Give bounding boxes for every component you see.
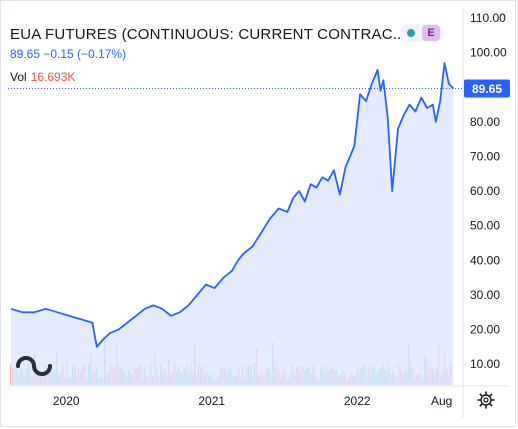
settings-gear-icon[interactable] (476, 390, 496, 410)
y-tick-label: 30.00 (470, 288, 500, 302)
quote-readout: 89.65 −0.15 (−0.17%) (10, 47, 127, 61)
y-tick-label: 50.00 (470, 219, 500, 233)
x-tick-label: Aug (431, 394, 452, 408)
x-tick-label: 2021 (198, 394, 225, 408)
last-price-label: 89.65 (472, 82, 502, 96)
y-tick-label: 40.00 (470, 253, 500, 267)
exchange-badge: E (422, 25, 440, 41)
y-tick-label: 60.00 (470, 184, 500, 198)
y-tick-label: 70.00 (470, 149, 500, 163)
volume-label: Vol (10, 70, 27, 84)
x-tick-label: 2020 (53, 394, 80, 408)
y-tick-label: 110.00 (470, 11, 506, 25)
volume-value: 16.693K (30, 70, 76, 84)
y-tick-label: 20.00 (470, 323, 500, 337)
tradingview-logo-icon (16, 356, 52, 376)
volume-bar (10, 364, 12, 385)
volume-readout: Vol 16.693K (10, 70, 75, 84)
y-tick-label: 10.00 (470, 357, 500, 371)
status-badges: E (400, 24, 444, 42)
price-line (10, 62, 454, 348)
x-tick-label: 2022 (344, 394, 371, 408)
y-tick-label: 80.00 (470, 115, 500, 129)
symbol-title[interactable]: EUA FUTURES (CONTINUOUS: CURRENT CONTRAC… (10, 26, 406, 43)
price-area (10, 63, 454, 385)
market-open-icon (407, 29, 415, 37)
last-price-tag (464, 79, 510, 98)
y-tick-label: 100.00 (470, 46, 507, 60)
